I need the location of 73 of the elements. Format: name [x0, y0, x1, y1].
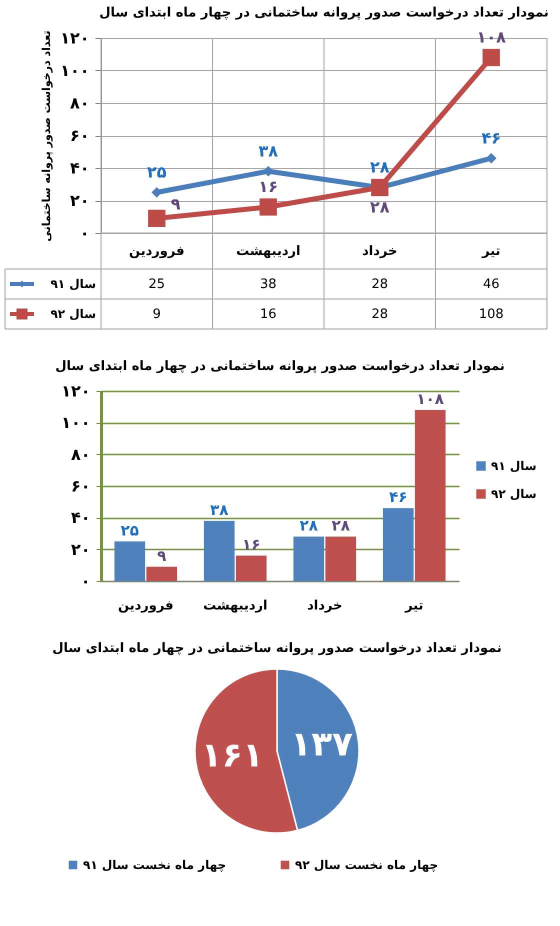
data-label: ۲۸ [332, 516, 350, 535]
y-tick-label: ۱۲۰ [60, 28, 90, 48]
bar [146, 566, 178, 581]
data-label: ۲۵ [120, 521, 139, 540]
x-tick-label: تیر [404, 598, 424, 614]
chart-title: نمودار تعداد درخواست صدور پروانه ساختمانی در چهار ماه ابتدای سال [55, 359, 505, 374]
legend-label: چهار ماه نخست سال ۹۱ [83, 858, 226, 872]
data-label: ۲۸ [300, 516, 318, 535]
point [148, 210, 166, 228]
bar [236, 556, 267, 581]
point [482, 48, 500, 66]
bar [114, 541, 146, 581]
bar [293, 536, 324, 581]
x-tick-label: خرداد [307, 598, 342, 614]
data-label: 46 [482, 277, 500, 292]
y-tick-label: ۲۰ [70, 191, 90, 210]
y-tick-label: ۴۰ [70, 158, 90, 178]
data-label: 38 [260, 277, 277, 292]
y-tick-label: ۸۰ [70, 94, 90, 112]
legend-label: سال ۹۲ [50, 307, 96, 321]
y-tick-label: ۲۰ [70, 540, 90, 559]
y-tick-label: ۶۰ [70, 476, 90, 496]
data-label: ۱۰۸ [416, 390, 444, 408]
bar [325, 536, 356, 581]
y-tick-label: ۰ [80, 224, 90, 242]
annotation: ۲۸ [370, 158, 390, 176]
y-tick-label: ۰ [80, 572, 90, 590]
data-label: ۳۸ [210, 500, 228, 519]
x-tick-label: فروردین [129, 244, 184, 259]
y-tick-label: ۴۰ [70, 508, 90, 528]
chart-title: نمودار تعداد درخواست صدور پروانه ساختمانی در چهار ماه ابتدای سال [52, 641, 502, 656]
y-axis-title: تعداد درخواست صدور پروانه ساختمانی [40, 30, 54, 242]
data-label: 28 [371, 307, 388, 322]
bar [382, 508, 414, 581]
chart-title: نمودار تعداد درخواست صدور پروانه ساختمانی در چهار ماه ابتدای سال [99, 6, 549, 20]
data-label: 16 [260, 307, 277, 322]
y-tick-label: ۶۰ [70, 126, 90, 145]
data-label: 108 [478, 307, 504, 322]
y-tick-label: ۱۰۰ [60, 61, 90, 80]
bar [414, 410, 446, 581]
annotation: ۲۵ [146, 162, 167, 182]
legend-label: چهار ماه نخست سال ۹۲ [295, 858, 438, 872]
data-label: ۹ [157, 546, 166, 565]
annotation: ۲۸ [370, 198, 390, 216]
annotation: ۹ [170, 194, 181, 214]
x-tick-label: تیر [481, 244, 500, 259]
point [152, 187, 162, 198]
data-label: ۱۶۱ [201, 736, 264, 776]
annotation: ۴۶ [481, 128, 502, 148]
data-label: 25 [148, 277, 166, 292]
data-label: ۱۶ [242, 536, 260, 554]
point [371, 178, 388, 196]
legend-label: سال ۹۲ [491, 487, 537, 501]
y-tick-label: ۸۰ [70, 444, 90, 464]
point [486, 153, 496, 164]
x-tick-label: اردیبهشت [236, 244, 300, 259]
x-tick-label: فروردین [118, 598, 174, 614]
annotation: ۱۶ [258, 177, 278, 196]
bar [204, 520, 235, 581]
y-tick-label: ۱۲۰ [61, 382, 90, 400]
data-label: 9 [152, 307, 161, 322]
legend-label: سال ۹۱ [491, 459, 537, 473]
data-label: ۴۶ [389, 488, 408, 506]
y-tick-label: ۱۰۰ [61, 413, 90, 432]
point [260, 198, 277, 216]
data-label: 28 [371, 277, 388, 292]
point [263, 166, 274, 176]
annotation: ۳۸ [258, 141, 278, 160]
x-tick-label: اردیبهشت [203, 598, 268, 614]
legend-label: سال ۹۱ [50, 277, 96, 291]
annotation: ۱۰۸ [476, 28, 506, 46]
data-label: ۱۳۷ [290, 724, 354, 764]
x-tick-label: خرداد [362, 244, 398, 259]
